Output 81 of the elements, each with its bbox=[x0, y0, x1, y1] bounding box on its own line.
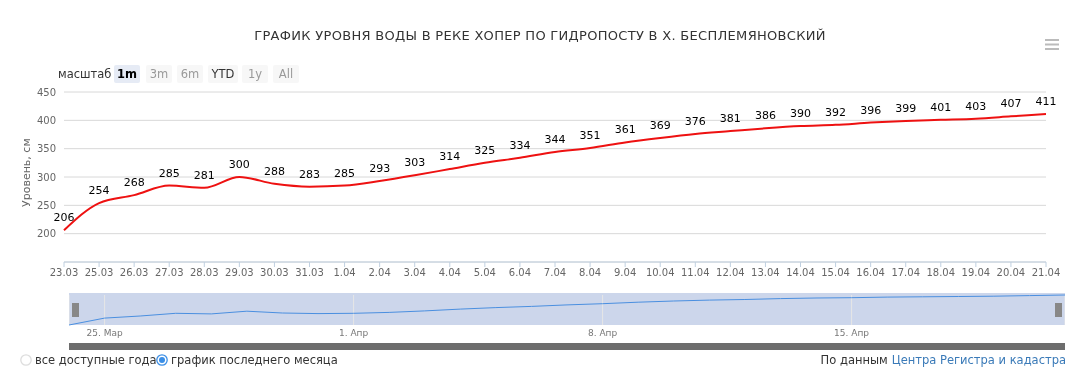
data-label: 254 bbox=[88, 184, 110, 198]
x-tick-label: 13.04 bbox=[751, 267, 780, 279]
x-tick-label: 11.04 bbox=[680, 267, 710, 279]
x-tick-label: 16.04 bbox=[856, 267, 885, 279]
x-tick-label: 18.04 bbox=[926, 267, 956, 279]
x-tick-label: 28.03 bbox=[189, 267, 219, 279]
data-label: 351 bbox=[579, 129, 601, 143]
x-tick-label: 20.04 bbox=[996, 267, 1026, 279]
data-label: 300 bbox=[228, 158, 250, 171]
x-tick-label: 15.04 bbox=[821, 267, 850, 279]
text: все доступные года bbox=[35, 353, 157, 367]
x-tick-label: 12.04 bbox=[716, 267, 745, 279]
x-tick-label: 25. Мар bbox=[86, 328, 123, 338]
data-label: 281 bbox=[193, 168, 215, 182]
y-tick-label: 200 bbox=[36, 228, 56, 240]
data-label: 293 bbox=[369, 161, 391, 175]
x-tick-label: 1. Апр bbox=[338, 328, 369, 338]
x-tick-label: 27.03 bbox=[154, 267, 184, 279]
x-tick-label: 8. Апр bbox=[587, 328, 618, 338]
data-label: 392 bbox=[825, 105, 847, 119]
x-tick-label: 23.03 bbox=[49, 267, 79, 279]
x-tick-label: 7.04 bbox=[543, 267, 567, 279]
text: 6m bbox=[177, 65, 203, 83]
y-axis-title: Уровень, см bbox=[19, 138, 33, 207]
data-label: 288 bbox=[263, 164, 285, 178]
text: 3m bbox=[146, 65, 172, 83]
x-tick-label: 3.04 bbox=[403, 267, 426, 279]
x-tick-label: 5.04 bbox=[473, 267, 496, 279]
data-label: 285 bbox=[158, 166, 180, 180]
x-tick-label: 25.03 bbox=[84, 267, 114, 279]
data-label: 396 bbox=[860, 103, 882, 117]
text: YTD bbox=[208, 65, 238, 83]
data-label: 361 bbox=[614, 123, 636, 137]
data-label: 401 bbox=[930, 100, 952, 114]
text: All bbox=[273, 65, 299, 83]
data-label: 325 bbox=[474, 143, 496, 157]
x-tick-label: 26.03 bbox=[119, 267, 149, 279]
text: По данным bbox=[820, 353, 888, 367]
data-label: 344 bbox=[544, 133, 566, 147]
y-tick-label: 350 bbox=[36, 143, 56, 155]
x-tick-label: 4.04 bbox=[438, 267, 461, 279]
data-label: 283 bbox=[299, 167, 320, 181]
data-label: 407 bbox=[1000, 97, 1022, 111]
x-tick-label: 14.04 bbox=[786, 267, 815, 279]
chart-title: ГРАФИК УРОВНЯ ВОДЫ В РЕКЕ ХОПЕР ПО ГИДРОПОСТУ В Х. БЕСПЛЕМЯНОВСКИЙ bbox=[253, 28, 827, 43]
x-tick-label: 15. Апр bbox=[834, 328, 870, 338]
x-tick-label: 10.04 bbox=[645, 267, 675, 279]
data-label: 399 bbox=[895, 101, 917, 115]
data-label: 369 bbox=[649, 118, 671, 132]
data-label: 206 bbox=[53, 211, 75, 225]
x-tick-label: 30.03 bbox=[260, 267, 289, 279]
data-label: 314 bbox=[439, 150, 461, 164]
y-tick-label: 300 bbox=[36, 171, 56, 183]
text: масштаб bbox=[58, 67, 112, 81]
text: 1m bbox=[114, 65, 140, 83]
data-label: 376 bbox=[684, 114, 706, 128]
data-label: 334 bbox=[509, 138, 531, 152]
y-tick-label: 450 bbox=[36, 86, 56, 98]
data-label: 268 bbox=[123, 176, 145, 190]
text: Центра Регистра и кадастра bbox=[891, 353, 1066, 367]
x-tick-label: 21.04 bbox=[1031, 267, 1061, 279]
x-tick-label: 17.04 bbox=[891, 267, 921, 279]
y-tick-label: 250 bbox=[36, 199, 56, 211]
data-label: 411 bbox=[1035, 95, 1057, 109]
text: 1y bbox=[242, 65, 268, 83]
x-tick-label: 1.04 bbox=[333, 267, 356, 279]
data-label: 303 bbox=[404, 156, 426, 170]
y-tick-label: 400 bbox=[36, 114, 56, 126]
x-tick-label: 8.04 bbox=[578, 267, 602, 279]
data-label: 381 bbox=[719, 112, 741, 126]
x-tick-label: 29.03 bbox=[225, 267, 254, 279]
data-label: 403 bbox=[965, 99, 987, 113]
x-tick-label: 2.04 bbox=[368, 267, 391, 279]
text: график последнего месяца bbox=[171, 353, 338, 367]
x-tick-label: 31.03 bbox=[295, 267, 324, 279]
x-tick-label: 19.04 bbox=[961, 267, 991, 279]
x-tick-label: 9.04 bbox=[614, 267, 637, 279]
x-tick-label: 6.04 bbox=[508, 267, 532, 279]
data-label: 390 bbox=[790, 107, 811, 120]
data-label: 285 bbox=[334, 166, 356, 180]
data-label: 386 bbox=[754, 109, 776, 123]
